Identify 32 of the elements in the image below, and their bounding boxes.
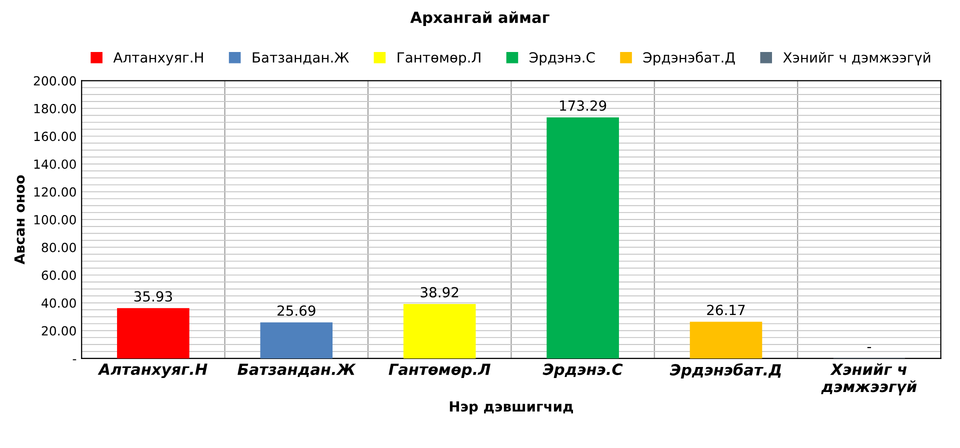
chart-title: Архангай аймаг [410, 11, 550, 26]
data-label: 38.92 [420, 286, 458, 298]
y-tick-label: 40.00 [42, 298, 76, 308]
y-tick-label: 180.00 [34, 104, 76, 114]
y-tick-label: 100.00 [34, 214, 76, 224]
y-tick-label: - [72, 359, 76, 360]
data-label: 25.69 [278, 305, 316, 316]
x-tick-label: Эрдэнэбат.Д [670, 363, 782, 379]
y-tick-label: 160.00 [34, 132, 76, 142]
legend-label: Эрдэнэ.С [530, 52, 595, 66]
y-tick-label: 20.00 [42, 326, 76, 336]
x-tick-label: Эрдэнэ.С [542, 364, 623, 378]
legend-label: Батзандан.Ж [252, 52, 349, 64]
y-tick-label: 120.00 [34, 187, 76, 197]
data-label: - [867, 346, 872, 348]
y-tick-label: 60.00 [42, 270, 76, 280]
x-tick-label: Алтанхуяг.Н [98, 364, 208, 378]
legend-label: Алтанхуяг.Н [113, 52, 203, 66]
data-label: 35.93 [134, 291, 172, 302]
x-tick-label: Хэнийг ч дэмжээгүй [821, 363, 917, 396]
x-tick-label: Гантөмөр.Л [388, 364, 490, 378]
data-label: 26.17 [707, 304, 745, 316]
legend-label: Гантөмөр.Л [398, 52, 480, 66]
legend-label: Эрдэнэбат.Д [643, 52, 735, 66]
y-tick-label: 140.00 [34, 159, 76, 169]
y-tick-label: 80.00 [42, 242, 76, 252]
x-axis-title: Нэр дэвшигчид [450, 401, 573, 414]
y-tick-label: 200.00 [34, 76, 76, 86]
legend-label: Хэнийг ч дэмжээгүй [783, 52, 930, 66]
y-axis-title: Авсан оноо [14, 175, 25, 264]
data-label: 173.29 [560, 100, 606, 111]
x-tick-label: Батзандан.Ж [238, 364, 356, 377]
